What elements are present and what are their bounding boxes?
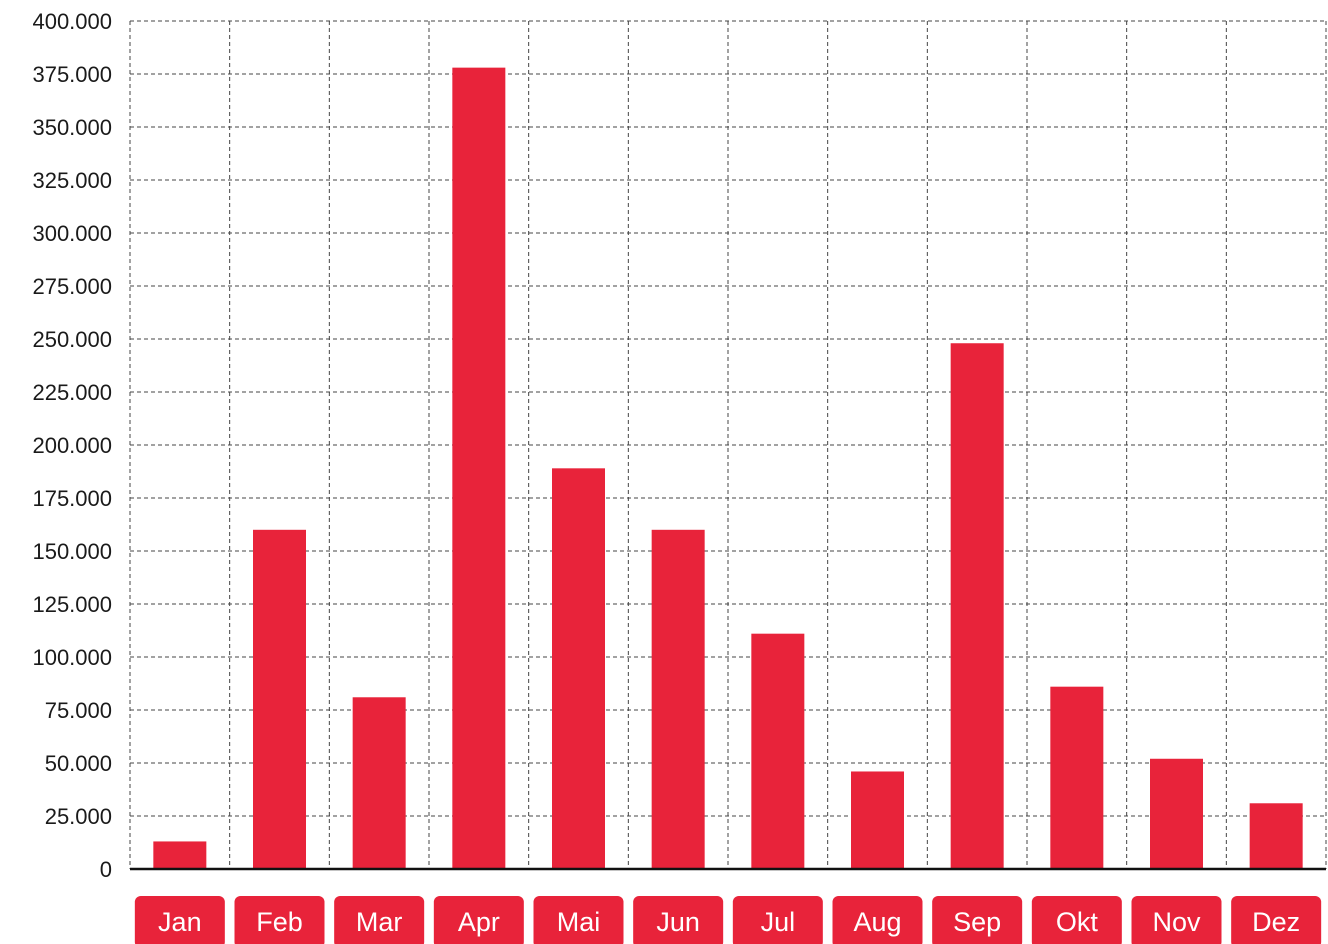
category-label-badge: [1131, 896, 1222, 944]
category-label-badge: [832, 896, 923, 944]
category-label-okt: Okt: [1056, 907, 1099, 937]
bar-mar: [352, 697, 406, 869]
category-label-nov: Nov: [1152, 907, 1201, 937]
y-tick-label: 250.000: [32, 327, 112, 352]
y-tick-label: 275.000: [32, 274, 112, 299]
y-tick-label: 150.000: [32, 539, 112, 564]
y-tick-label: 25.000: [45, 804, 112, 829]
bar-jun: [651, 529, 705, 869]
bar-jan: [153, 841, 207, 869]
bar-aug: [851, 771, 904, 869]
y-axis-ticks: 0 25.000 50.000 75.000 100.000 125.000 150.000…: [32, 9, 112, 882]
y-tick-label: 125.000: [32, 592, 112, 617]
bar-jul: [751, 633, 805, 869]
category-label-mar: Mar: [356, 907, 403, 937]
category-label-badge: [1231, 896, 1322, 944]
category-label-apr: Apr: [458, 907, 500, 937]
y-tick-label: 50.000: [45, 751, 112, 776]
category-label-badge: [334, 896, 425, 944]
category-label-dez: Dez: [1252, 907, 1300, 937]
bar-dez: [1249, 803, 1303, 869]
category-label-badge: [932, 896, 1023, 944]
category-label-badge: [732, 896, 823, 944]
grid-lines: [129, 20, 1327, 869]
y-tick-label: 300.000: [32, 221, 112, 246]
y-tick-label: 325.000: [32, 168, 112, 193]
category-label-badge: [633, 896, 724, 944]
y-tick-label: 400.000: [32, 9, 112, 34]
x-axis-labels: Jan Feb Mar Apr Mai Jun Jul Aug Sep Okt Nov Dez: [134, 896, 1322, 944]
y-tick-label: 200.000: [32, 433, 112, 458]
category-label-badge: [533, 896, 624, 944]
category-label-jun: Jun: [656, 907, 700, 937]
y-tick-label: 225.000: [32, 380, 112, 405]
category-label-feb: Feb: [256, 907, 303, 937]
y-tick-label: 0: [100, 857, 112, 882]
y-tick-label: 175.000: [32, 486, 112, 511]
category-label-jan: Jan: [158, 907, 202, 937]
category-label-aug: Aug: [853, 907, 901, 937]
category-label-badge: [234, 896, 325, 944]
category-label-badge: [134, 896, 225, 944]
bar-apr: [452, 67, 506, 869]
category-label-sep: Sep: [953, 907, 1001, 937]
category-label-mai: Mai: [557, 907, 601, 937]
bar-okt: [1050, 686, 1104, 869]
y-tick-label: 75.000: [45, 698, 112, 723]
category-label-badge: [433, 896, 524, 944]
bar-sep: [950, 343, 1004, 869]
bars: [153, 67, 1303, 869]
y-tick-label: 375.000: [32, 62, 112, 87]
bar-feb: [253, 529, 306, 869]
category-label-jul: Jul: [761, 907, 796, 937]
category-label-badge: [1031, 896, 1122, 944]
bar-nov: [1150, 758, 1203, 869]
bar-mai: [552, 468, 605, 869]
y-tick-label: 350.000: [32, 115, 112, 140]
y-tick-label: 100.000: [32, 645, 112, 670]
